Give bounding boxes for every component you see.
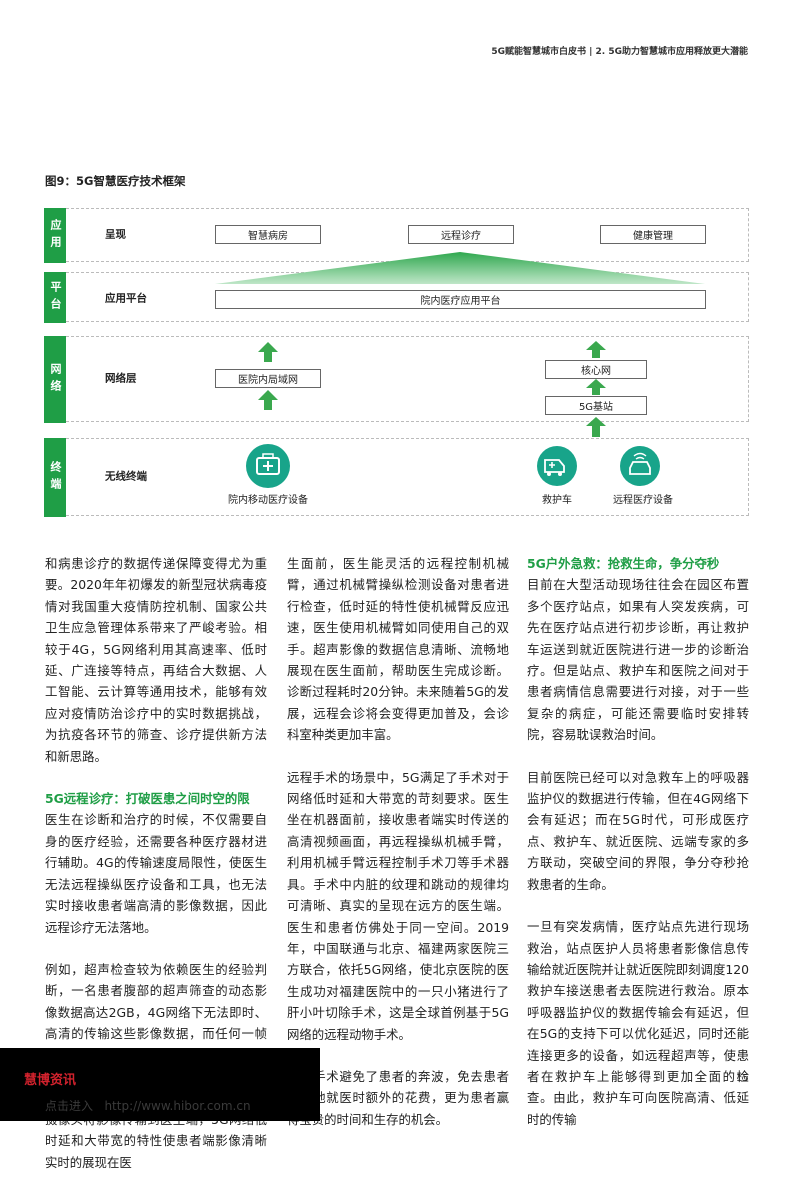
paragraph: 医生在诊断和治疗的时候，不仅需要自身的医疗经验，还需要各种医疗器材进行辅助。4G… <box>45 812 267 935</box>
paragraph: 一旦有突发病情，医疗站点先进行现场救治，站点医护人员将患者影像信息传输给就近医院… <box>527 919 749 1127</box>
icon <box>246 444 290 488</box>
paragraph: 目前在大型活动现场往往会在园区布置多个医疗站点，如果有人突发疾病，可先在医疗站点… <box>527 577 749 743</box>
node-caption: 院内移动医疗设备 <box>228 495 308 506</box>
text-column: 生面前，医生能灵活的远程控制机械臂，通过机械臂操纵检测设备对患者进行检查，低时延… <box>287 553 509 1151</box>
layer-label: 平台 <box>44 272 66 323</box>
page: 5G赋能智慧城市白皮书 | 2. 5G助力智慧城市应用释放更大潜能 图9：5G智… <box>0 47 749 1170</box>
node-caption: 救护车 <box>542 495 572 506</box>
paragraph: 远程手术的场景中，5G满足了手术对于网络低时延和大带宽的苛刻要求。医生坐在机器面… <box>287 769 509 1042</box>
section-heading: 5G户外急救：抢救生命，争分夺秒 <box>527 556 720 571</box>
triangle <box>215 252 705 284</box>
layer-name: 无线终端 <box>105 470 147 483</box>
node: 智慧病房 <box>215 225 321 244</box>
layer-label: 应用 <box>44 208 66 263</box>
watermark-box <box>0 1048 320 1121</box>
layer-frame <box>66 336 749 422</box>
watermark-brand: 慧博资讯 <box>24 1073 77 1088</box>
layer-label: 终端 <box>44 438 66 517</box>
running-header: 5G赋能智慧城市白皮书 | 2. 5G助力智慧城市应用释放更大潜能 <box>491 47 748 57</box>
layer-name: 应用平台 <box>105 292 147 305</box>
paragraph: 目前医院已经可以对急救车上的呼吸器监护仪的数据进行传输，但在4G网络下会有延迟；… <box>527 769 749 892</box>
figure-title: 图9：5G智慧医疗技术框架 <box>45 174 186 188</box>
watermark-link: 点击进入 http://www.hibor.com.cn <box>45 1099 251 1113</box>
node: 健康管理 <box>600 225 706 244</box>
layer-frame <box>66 438 749 516</box>
paragraph: 和病患诊疗的数据传递保障变得尤为重要。2020年年初爆发的新型冠状病毒疫情对我国… <box>45 556 267 764</box>
page-number: 15 <box>736 1073 749 1084</box>
node: 5G基站 <box>545 396 647 415</box>
layer-name: 呈现 <box>105 228 126 241</box>
paragraph: 生面前，医生能灵活的远程控制机械臂，通过机械臂操纵检测设备对患者进行检查，低时延… <box>287 556 509 743</box>
section-heading: 5G远程诊疗：打破医患之间时空的限 <box>45 791 250 807</box>
node: 医院内局域网 <box>215 369 321 388</box>
text-column: 5G户外急救：抢救生命，争分夺秒目前在大型活动现场往往会在园区布置多个医疗站点，… <box>527 553 749 1151</box>
node: 远程诊疗 <box>408 225 514 244</box>
node: 院内医疗应用平台 <box>215 290 706 309</box>
layer-name: 网络层 <box>105 372 137 385</box>
diagram-graphics <box>215 252 705 488</box>
arrows <box>258 341 606 437</box>
node-caption: 远程医疗设备 <box>613 495 673 506</box>
node: 核心网 <box>545 360 647 379</box>
layer-label: 网络 <box>44 336 66 423</box>
icon <box>537 446 577 486</box>
icon <box>620 446 660 486</box>
